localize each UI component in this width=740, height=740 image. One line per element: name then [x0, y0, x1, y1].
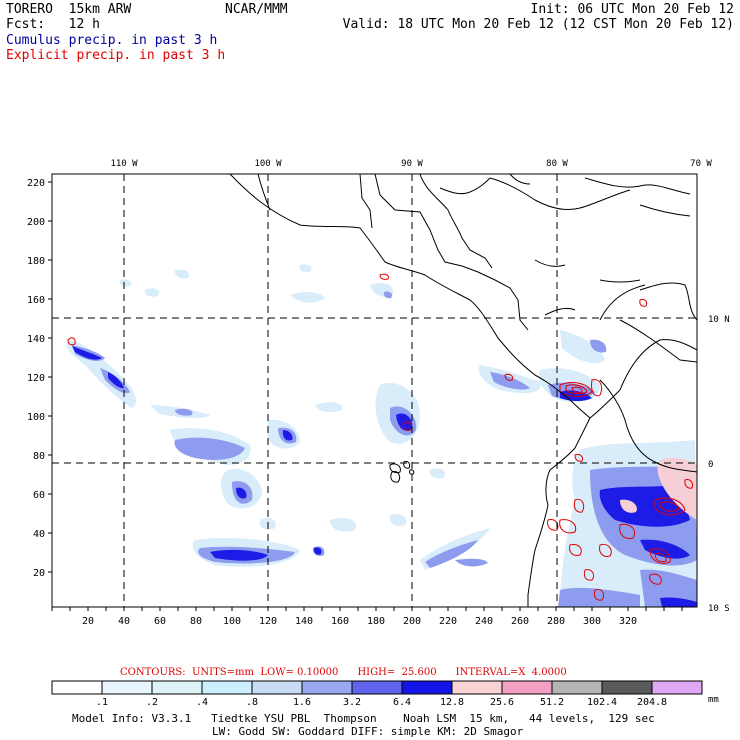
y-tick-label: 100	[27, 412, 45, 423]
x-tick-label: 320	[619, 616, 637, 627]
x-tick-marks	[51, 607, 683, 611]
model-info-line: Model Info: V3.3.1 Tiedtke YSU PBL Thomp…	[72, 712, 655, 725]
x-tick-label: 240	[475, 616, 493, 627]
longitude-labels: 110 W 100 W 90 W 80 W 70 W	[110, 159, 712, 169]
color-bin	[51, 680, 103, 695]
valid-time: Valid: 18 UTC Mon 20 Feb 12 (12 CST Mon …	[342, 17, 734, 32]
scale-label: .4	[196, 697, 208, 708]
x-tick-label: 180	[367, 616, 385, 627]
color-bin	[351, 680, 403, 695]
x-tick-label: 200	[403, 616, 421, 627]
x-tick-label: 100	[223, 616, 241, 627]
scale-label: 12.8	[440, 697, 464, 708]
scale-label: 3.2	[343, 697, 361, 708]
color-bin	[401, 680, 453, 695]
y-tick-label: 140	[27, 334, 45, 345]
color-bin	[201, 680, 253, 695]
y-tick-label: 40	[33, 529, 45, 540]
color-bin	[551, 680, 603, 695]
scale-label: 25.6	[490, 697, 514, 708]
y-axis-labels: 20 40 60 80 100 120 140 160 180 200 220	[27, 178, 45, 579]
y-tick-marks	[48, 181, 52, 573]
precip-layer	[66, 264, 697, 607]
color-bin	[301, 680, 353, 695]
y-tick-label: 20	[33, 568, 45, 579]
lat-lon-grid	[52, 174, 697, 607]
scale-label: 204.8	[637, 697, 667, 708]
color-scale-bar	[51, 680, 703, 695]
field-cumulus-label: Cumulus precip. in past 3 h	[6, 33, 218, 48]
scale-label: 6.4	[393, 697, 411, 708]
forecast-hour: Fcst: 12 h	[6, 17, 100, 32]
color-bin	[501, 680, 553, 695]
lat-label: 10 S	[708, 604, 730, 614]
x-tick-label: 260	[511, 616, 529, 627]
init-time: Init: 06 UTC Mon 20 Feb 12	[530, 2, 735, 17]
y-tick-label: 220	[27, 178, 45, 189]
lon-label: 100 W	[254, 159, 282, 169]
map-frame	[51, 173, 698, 608]
color-bin	[651, 680, 703, 695]
x-tick-label: 140	[295, 616, 313, 627]
lat-label: 0	[708, 460, 713, 470]
lon-label: 90 W	[401, 159, 423, 169]
y-tick-label: 120	[27, 373, 45, 384]
lon-label: 110 W	[110, 159, 138, 169]
y-tick-label: 60	[33, 490, 45, 501]
model-title: TORERO 15km ARW	[6, 2, 132, 17]
lat-label: 10 N	[708, 315, 730, 325]
model-source: NCAR/MMM	[225, 2, 288, 17]
color-bin	[451, 680, 503, 695]
x-tick-label: 220	[439, 616, 457, 627]
lon-label: 70 W	[690, 159, 712, 169]
scale-label: 102.4	[587, 697, 617, 708]
x-tick-label: 280	[547, 616, 565, 627]
color-bin	[101, 680, 153, 695]
latitude-labels: 10 N 0 10 S	[708, 315, 730, 614]
x-axis-labels: 20 40 60 80 100 120 140 160 180 200 220 …	[82, 616, 637, 627]
y-tick-label: 160	[27, 295, 45, 306]
color-bin	[251, 680, 303, 695]
scale-label: 1.6	[293, 697, 311, 708]
lon-label: 80 W	[546, 159, 568, 169]
x-tick-label: 60	[154, 616, 166, 627]
y-tick-label: 180	[27, 256, 45, 267]
scale-label: .1	[96, 697, 108, 708]
color-scale-labels: .1 .2 .4 .8 1.6 3.2 6.4 12.8 25.6 51.2 1…	[96, 697, 667, 708]
x-tick-label: 40	[118, 616, 130, 627]
x-tick-label: 300	[583, 616, 601, 627]
color-bin	[151, 680, 203, 695]
x-tick-label: 160	[331, 616, 349, 627]
scale-label: .8	[246, 697, 258, 708]
y-tick-label: 80	[33, 451, 45, 462]
scale-label: 51.2	[540, 697, 564, 708]
contour-info: CONTOURS: UNITS=mm LOW= 0.10000 HIGH= 25…	[120, 667, 567, 678]
y-tick-label: 200	[27, 217, 45, 228]
color-scale-unit: mm	[708, 695, 719, 705]
field-explicit-label: Explicit precip. in past 3 h	[6, 48, 226, 63]
scale-label: .2	[146, 697, 158, 708]
physics-info-line: LW: Godd SW: Goddard DIFF: simple KM: 2D…	[212, 725, 524, 738]
coastline	[229, 174, 697, 607]
x-tick-label: 120	[259, 616, 277, 627]
x-tick-label: 80	[190, 616, 202, 627]
x-tick-label: 20	[82, 616, 94, 627]
color-bin	[601, 680, 653, 695]
